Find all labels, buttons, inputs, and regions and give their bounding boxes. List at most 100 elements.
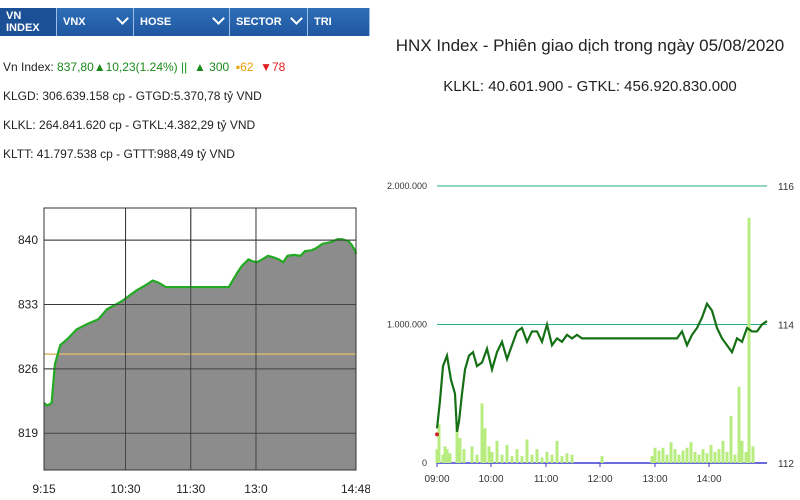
volume-bar (515, 449, 519, 463)
tab-vnx[interactable]: VNX (57, 8, 134, 36)
volume-bar (681, 450, 685, 463)
volume-bar (520, 456, 524, 463)
volume-bar (462, 449, 466, 463)
x-tick-label: 10:00 (478, 474, 503, 485)
volume-bar (570, 454, 574, 463)
volume-bar (565, 453, 569, 463)
plot-border (43, 207, 357, 471)
left-y-tick-label: 0 (422, 458, 427, 468)
volume-bar (665, 454, 669, 463)
volume-bar (560, 456, 564, 463)
x-tick-label: 11:30 (176, 482, 205, 496)
y-tick-label: 819 (18, 426, 38, 440)
y-tick-label: 826 (18, 362, 38, 376)
volume-bar (555, 440, 559, 463)
index-line (43, 238, 358, 408)
right-y-tick-label: 116 (778, 182, 794, 193)
volume-bar (530, 454, 534, 463)
volume-bar (487, 446, 491, 463)
volume-bar (540, 457, 544, 463)
tab-label: TRI (314, 16, 332, 28)
volume-bar (535, 449, 539, 463)
tab-vn-index[interactable]: VN INDEX (0, 8, 57, 36)
x-tick-label: 10:30 (111, 482, 141, 496)
volume-bar (717, 449, 721, 463)
x-tick-label: 11:00 (534, 474, 559, 485)
volume-bar (725, 451, 729, 463)
index-label: Vn Index: (3, 60, 54, 74)
volume-bar (483, 428, 487, 463)
x-tick-label: 13:00 (642, 474, 667, 485)
x-tick-label: 13:0 (244, 482, 268, 496)
hnx-index-line (435, 301, 768, 433)
tab-label: HOSE (140, 16, 172, 28)
volume-bar (545, 451, 549, 463)
unchanged-count: ▪62 (235, 60, 254, 74)
index-change: ▲10,23(1.24%) (93, 60, 178, 74)
index-tab-bar: VN INDEX VNX HOSE SECTOR TRI (0, 8, 370, 36)
tab-sector[interactable]: SECTOR (230, 8, 308, 36)
volume-bar (733, 454, 737, 463)
volume-bar (441, 454, 445, 463)
volume-bar (510, 456, 514, 463)
tab-label: VN INDEX (6, 10, 40, 34)
x-tick-label: 14:48 (341, 482, 370, 496)
advancers-count: ▲ 300 (193, 60, 230, 74)
index-summary-line: Vn Index: 837,80▲10,23(1.24%) || ▲ 300 ▪… (3, 60, 285, 74)
vn-index-intraday-chart: 840 833 826 819 9:15 10:30 11:30 13:0 14:48 (18, 207, 370, 496)
hnx-chart-subtitle: KLKL: 40.601.900 - GTKL: 456.920.830.000 (443, 78, 737, 95)
volume-bar (600, 456, 604, 463)
x-tick-label: 09:00 (424, 474, 449, 485)
volume-bar (740, 440, 744, 463)
right-y-tick-label: 112 (778, 459, 794, 470)
volume-bar (677, 454, 681, 463)
volume-bar (737, 386, 741, 463)
volume-bar (713, 451, 717, 463)
stats-line-klgd: KLGD: 306.639.158 cp - GTGD:5.370,78 tỷ … (3, 89, 262, 103)
volume-bar (435, 449, 439, 463)
vn-index-panel: VN INDEX VNX HOSE SECTOR TRI Vn Index: 837,8… (0, 0, 370, 500)
volume-bar (689, 442, 693, 463)
stats-line-klkl: KLKL: 264.841.620 cp - GTKL:4.382,29 tỷ … (3, 118, 256, 132)
volume-bar (525, 439, 529, 463)
stats-line-kltt: KLTT: 41.797.538 cp - GTTT:988,49 tỷ VND (3, 147, 235, 161)
volume-bar (709, 444, 713, 463)
volume-bar (653, 447, 657, 463)
x-tick-label: 12:00 (587, 474, 612, 485)
volume-bar (721, 440, 725, 463)
tab-tri[interactable]: TRI (308, 8, 370, 36)
volume-bar (751, 446, 755, 463)
volume-bar (470, 446, 474, 463)
tab-label: SECTOR (236, 16, 282, 28)
x-tick-label: 14:00 (696, 474, 721, 485)
decliners-count: ▼78 (260, 60, 286, 74)
volume-bar (657, 450, 661, 463)
x-tick-label: 9:15 (32, 482, 56, 496)
right-y-tick-label: 114 (778, 321, 794, 332)
volume-bar (490, 451, 494, 463)
y-tick-label: 840 (18, 233, 38, 247)
open-marker (435, 432, 439, 437)
volume-bar (437, 424, 441, 463)
volume-bar (505, 444, 509, 463)
volume-bar (729, 415, 733, 463)
volume-bar (495, 440, 499, 463)
volume-bar (673, 449, 677, 463)
tab-label: VNX (63, 16, 86, 28)
volume-bar (443, 446, 447, 463)
volume-bar (448, 453, 452, 463)
volume-bar (480, 403, 484, 463)
volume-bar (693, 451, 697, 463)
tab-hose[interactable]: HOSE (134, 8, 230, 36)
volume-bar (701, 449, 705, 463)
volume-bar (705, 453, 709, 463)
index-value: 837,80 (57, 60, 94, 74)
volume-bar (500, 454, 504, 463)
hnx-chart-title: HNX Index - Phiên giao dịch trong ngày 0… (395, 36, 785, 55)
volume-bar (661, 447, 665, 463)
volume-bar (458, 438, 462, 463)
volume-bar (685, 447, 689, 463)
volume-bar (747, 217, 751, 463)
volume-bar (445, 449, 449, 463)
y-tick-label: 833 (18, 298, 38, 312)
